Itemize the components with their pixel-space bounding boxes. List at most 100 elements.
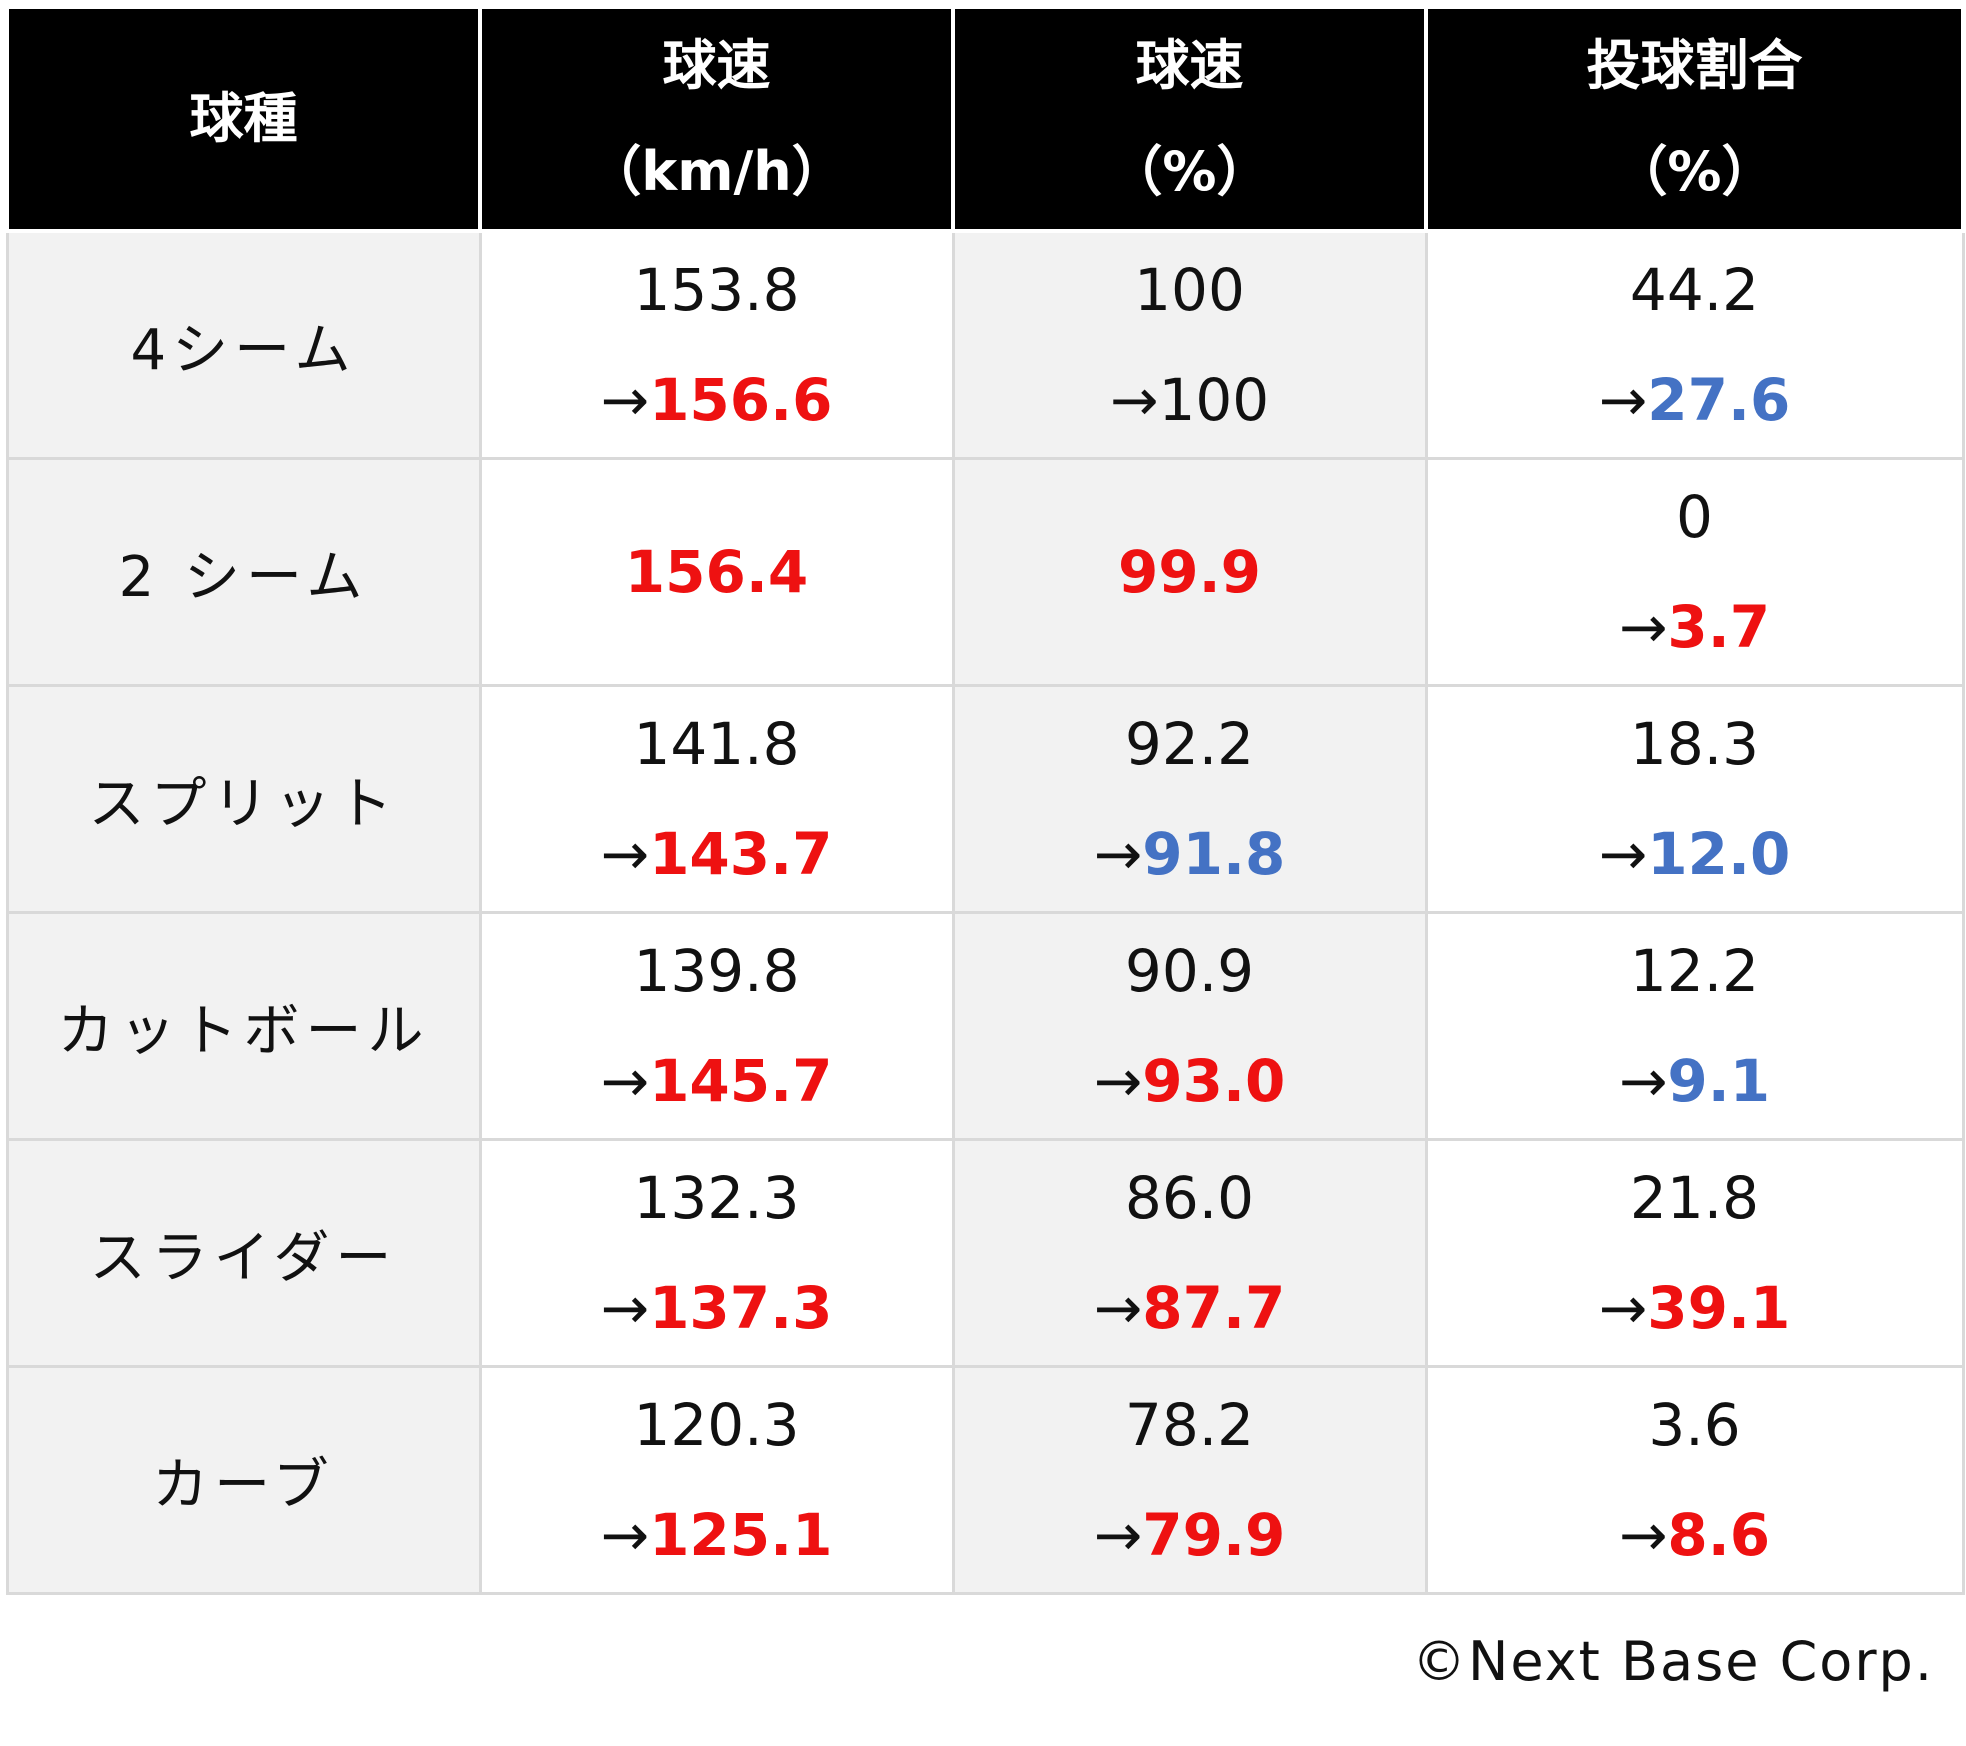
right-arrow-icon: → [1598, 1274, 1648, 1342]
kmh-before-value: 139.8 [633, 937, 800, 1005]
ratio-after-value: 3.7 [1667, 593, 1771, 661]
ratio-before-value: 0 [1676, 483, 1713, 551]
ratio-after-value: 9.1 [1667, 1047, 1771, 1115]
ratio-after-line: →8.6 [1428, 1480, 1962, 1590]
ratio-cell: 12.2 →9.1 [1424, 911, 1965, 1141]
table-row: カーブ 120.3 →125.1 78.2 →79.9 3.6 →8.6 [5, 1365, 1965, 1595]
right-arrow-icon: → [1093, 1274, 1143, 1342]
pitch-type-cell: カットボール [5, 911, 482, 1141]
pitch-type-cell: 4シーム [5, 229, 482, 460]
pct-after-line: →100 [955, 345, 1425, 455]
kmh-after-value: 125.1 [649, 1501, 833, 1569]
ratio-before-value: 44.2 [1629, 256, 1760, 324]
ratio-after-line: →27.6 [1428, 345, 1962, 455]
ratio-after-line: →12.0 [1428, 799, 1962, 909]
header-row: 球種 球速 （km/h） 球速 （%） 投球割合 （%） [5, 5, 1965, 233]
kmh-cell: 139.8 →145.7 [478, 911, 955, 1141]
kmh-before-value: 132.3 [633, 1164, 800, 1232]
pct-before-value: 92.2 [1124, 710, 1255, 778]
kmh-before-value: 141.8 [633, 710, 800, 778]
ratio-after-value: 12.0 [1647, 820, 1791, 888]
right-arrow-icon: → [1598, 820, 1648, 888]
table-row: スライダー 132.3 →137.3 86.0 →87.7 21.8 →39.1 [5, 1138, 1965, 1368]
kmh-before-value: 120.3 [633, 1391, 800, 1459]
ratio-after-line: →3.7 [1428, 572, 1962, 682]
kmh-after-line: →143.7 [482, 799, 952, 909]
right-arrow-icon: → [1109, 366, 1159, 434]
copyright-notice: ©Next Base Corp. [1411, 1630, 1934, 1693]
pct-after-line: →91.8 [955, 799, 1425, 909]
ratio-after-value: 8.6 [1667, 1501, 1771, 1569]
kmh-after-value: 143.7 [649, 820, 833, 888]
pct-before-value: 78.2 [1124, 1391, 1255, 1459]
right-arrow-icon: → [1618, 1501, 1668, 1569]
pct-cell: 99.9 [951, 457, 1428, 687]
table-row: カットボール 139.8 →145.7 90.9 →93.0 12.2 →9.1 [5, 911, 1965, 1141]
pct-after-value: 91.8 [1142, 820, 1286, 888]
pct-value: 99.9 [1117, 538, 1262, 606]
ratio-before-value: 3.6 [1648, 1391, 1741, 1459]
header-pitch-type: 球種 [5, 5, 482, 233]
ratio-cell: 44.2 →27.6 [1424, 229, 1965, 460]
pitch-type-cell: カーブ [5, 1365, 482, 1595]
kmh-after-line: →145.7 [482, 1026, 952, 1136]
header-velocity-kmh-label: 球速 [662, 34, 771, 97]
header-pitch-type-label: 球種 [189, 87, 298, 150]
header-velocity-kmh: 球速 （km/h） [478, 5, 955, 233]
pct-after-value: 93.0 [1142, 1047, 1286, 1115]
right-arrow-icon: → [600, 1047, 650, 1115]
kmh-cell: 156.4 [478, 457, 955, 687]
pct-after-value: 100 [1158, 366, 1270, 434]
header-velocity-kmh-unit: （km/h） [587, 140, 846, 203]
pitch-stats-table: 球種 球速 （km/h） 球速 （%） 投球割合 （%） 4シーム 153.8 →1… [5, 5, 1965, 1595]
pct-cell: 78.2 →79.9 [951, 1365, 1428, 1595]
ratio-cell: 0 →3.7 [1424, 457, 1965, 687]
header-pitch-ratio-unit: （%） [1613, 140, 1776, 203]
pct-after-value: 87.7 [1142, 1274, 1286, 1342]
pct-cell: 86.0 →87.7 [951, 1138, 1428, 1368]
pitch-type-cell: 2 シーム [5, 457, 482, 687]
ratio-after-value: 39.1 [1647, 1274, 1791, 1342]
pct-before-value: 90.9 [1124, 937, 1255, 1005]
header-pitch-ratio: 投球割合 （%） [1424, 5, 1965, 233]
right-arrow-icon: → [1598, 366, 1648, 434]
right-arrow-icon: → [1618, 1047, 1668, 1115]
table-body: 4シーム 153.8 →156.6 100 →100 44.2 →27.6 2 シーム 156.… [5, 229, 1965, 1595]
kmh-after-line: →125.1 [482, 1480, 952, 1590]
kmh-after-value: 145.7 [649, 1047, 833, 1115]
pct-before-value: 86.0 [1124, 1164, 1255, 1232]
header-velocity-pct: 球速 （%） [951, 5, 1428, 233]
ratio-cell: 21.8 →39.1 [1424, 1138, 1965, 1368]
right-arrow-icon: → [600, 820, 650, 888]
ratio-before-value: 18.3 [1629, 710, 1760, 778]
right-arrow-icon: → [600, 366, 650, 434]
right-arrow-icon: → [1618, 593, 1668, 661]
ratio-after-value: 27.6 [1647, 366, 1791, 434]
kmh-after-value: 156.6 [649, 366, 833, 434]
ratio-after-line: →39.1 [1428, 1253, 1962, 1363]
kmh-before-value: 153.8 [633, 256, 800, 324]
kmh-cell: 120.3 →125.1 [478, 1365, 955, 1595]
table-row: スプリット 141.8 →143.7 92.2 →91.8 18.3 →12.0 [5, 684, 1965, 914]
kmh-cell: 153.8 →156.6 [478, 229, 955, 460]
ratio-before-value: 21.8 [1629, 1164, 1760, 1232]
ratio-cell: 18.3 →12.0 [1424, 684, 1965, 914]
right-arrow-icon: → [1093, 1047, 1143, 1115]
kmh-after-value: 137.3 [649, 1274, 833, 1342]
pct-after-line: →93.0 [955, 1026, 1425, 1136]
pct-after-line: →79.9 [955, 1480, 1425, 1590]
table-row: 4シーム 153.8 →156.6 100 →100 44.2 →27.6 [5, 229, 1965, 460]
header-velocity-pct-unit: （%） [1108, 140, 1271, 203]
pct-before-value: 100 [1134, 256, 1245, 324]
pct-cell: 90.9 →93.0 [951, 911, 1428, 1141]
ratio-before-value: 12.2 [1629, 937, 1760, 1005]
pct-after-line: →87.7 [955, 1253, 1425, 1363]
right-arrow-icon: → [1093, 1501, 1143, 1569]
right-arrow-icon: → [600, 1501, 650, 1569]
pct-cell: 100 →100 [951, 229, 1428, 460]
pct-after-value: 79.9 [1142, 1501, 1286, 1569]
header-velocity-pct-label: 球速 [1135, 34, 1244, 97]
pitch-type-cell: スライダー [5, 1138, 482, 1368]
right-arrow-icon: → [1093, 820, 1143, 888]
kmh-cell: 132.3 →137.3 [478, 1138, 955, 1368]
